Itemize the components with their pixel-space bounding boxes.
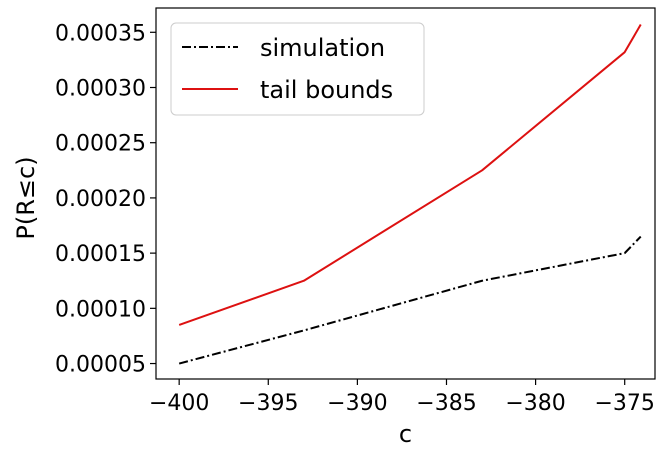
legend-label-tail-bounds: tail bounds [260,76,393,104]
y-tick-label-4: 0.00025 [55,132,146,157]
x-axis-label: c [399,420,412,448]
y-tick-label-2: 0.00015 [55,242,146,267]
x-tick-label-5: −375 [594,391,654,416]
x-tick-label-3: −385 [416,391,476,416]
x-tick-label-1: −395 [238,391,298,416]
y-tick-label-0: 0.00005 [55,353,146,378]
legend-label-simulation: simulation [260,34,385,62]
y-tick-label-3: 0.00020 [55,187,146,212]
y-axis: 0.00005 0.00010 0.00015 0.00020 0.00025 0.000… [55,21,156,378]
series-line-simulation [178,235,642,365]
x-tick-label-2: −390 [327,391,387,416]
y-tick-label-6: 0.00035 [55,21,146,46]
y-tick-label-1: 0.00010 [55,297,146,322]
series-line-tail-bounds [178,24,642,326]
x-tick-label-0: −400 [149,391,209,416]
plot-frame [155,7,656,380]
y-axis-label: P(R≤c) [12,156,40,239]
y-tick-label-5: 0.00030 [55,77,146,102]
legend: simulation tail bounds [170,22,425,116]
x-axis: −400 −395 −390 −385 −380 −375 [149,379,655,416]
x-tick-label-4: −380 [505,391,565,416]
series-layer [178,24,642,365]
